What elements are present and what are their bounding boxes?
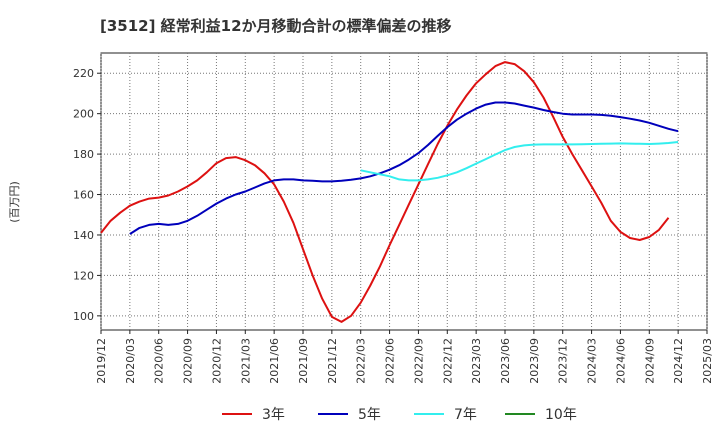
x-tick-label: 2024/03 <box>586 338 599 384</box>
x-tick-label: 2024/09 <box>643 338 656 384</box>
x-tick-label: 2021/09 <box>297 338 310 384</box>
y-tick-label: 120 <box>73 269 94 282</box>
series-line-2 <box>360 141 679 182</box>
x-tick-label: 2020/09 <box>182 338 195 384</box>
chart-title: [3512] 経常利益12か月移動合計の標準偏差の推移 <box>100 17 452 35</box>
x-tick-label: 2022/09 <box>412 338 425 384</box>
x-tick-label: 2020/12 <box>210 338 223 384</box>
y-tick-label: 160 <box>73 189 94 202</box>
x-tick-label: 2022/12 <box>441 338 454 384</box>
plot-area <box>100 52 708 331</box>
series-line-1 <box>129 101 679 235</box>
x-tick-label: 2021/03 <box>239 338 252 384</box>
x-tick-label: 2024/06 <box>614 338 627 384</box>
y-axis: 100 120 140 160 180 200 220 <box>73 67 101 323</box>
grid <box>100 53 708 330</box>
y-tick-label: 200 <box>73 108 94 121</box>
x-tick-label: 2021/12 <box>326 338 339 384</box>
series-line-0 <box>100 61 670 323</box>
x-axis: 2019/12 2020/03 2020/06 2020/09 2020/12 2021/… <box>95 330 714 384</box>
x-tick-label: 2020/03 <box>124 338 137 384</box>
x-tick-label: 2019/12 <box>95 338 108 384</box>
x-tick-label: 2023/06 <box>499 338 512 384</box>
y-tick-label: 140 <box>73 229 94 242</box>
x-tick-label: 2025/03 <box>701 338 714 384</box>
legend-label-1: 5年 <box>358 407 381 423</box>
x-tick-label: 2022/03 <box>355 338 368 384</box>
y-axis-label: (百万円) <box>8 181 21 223</box>
x-tick-label: 2023/09 <box>528 338 541 384</box>
y-tick-label: 180 <box>73 148 94 161</box>
y-tick-label: 100 <box>73 310 94 323</box>
x-tick-label: 2020/06 <box>153 338 166 384</box>
x-tick-label: 2023/12 <box>557 338 570 384</box>
legend-label-2: 7年 <box>454 407 477 423</box>
x-tick-label: 2021/06 <box>268 338 281 384</box>
x-tick-label: 2023/03 <box>470 338 483 384</box>
legend-label-0: 3年 <box>262 407 285 423</box>
y-tick-label: 220 <box>73 67 94 80</box>
series-lines <box>100 61 679 323</box>
x-tick-label: 2022/06 <box>384 338 397 384</box>
x-tick-label: 2024/12 <box>672 338 685 384</box>
legend: 3年 5年 7年 10年 <box>222 407 577 423</box>
legend-label-3: 10年 <box>545 407 577 423</box>
